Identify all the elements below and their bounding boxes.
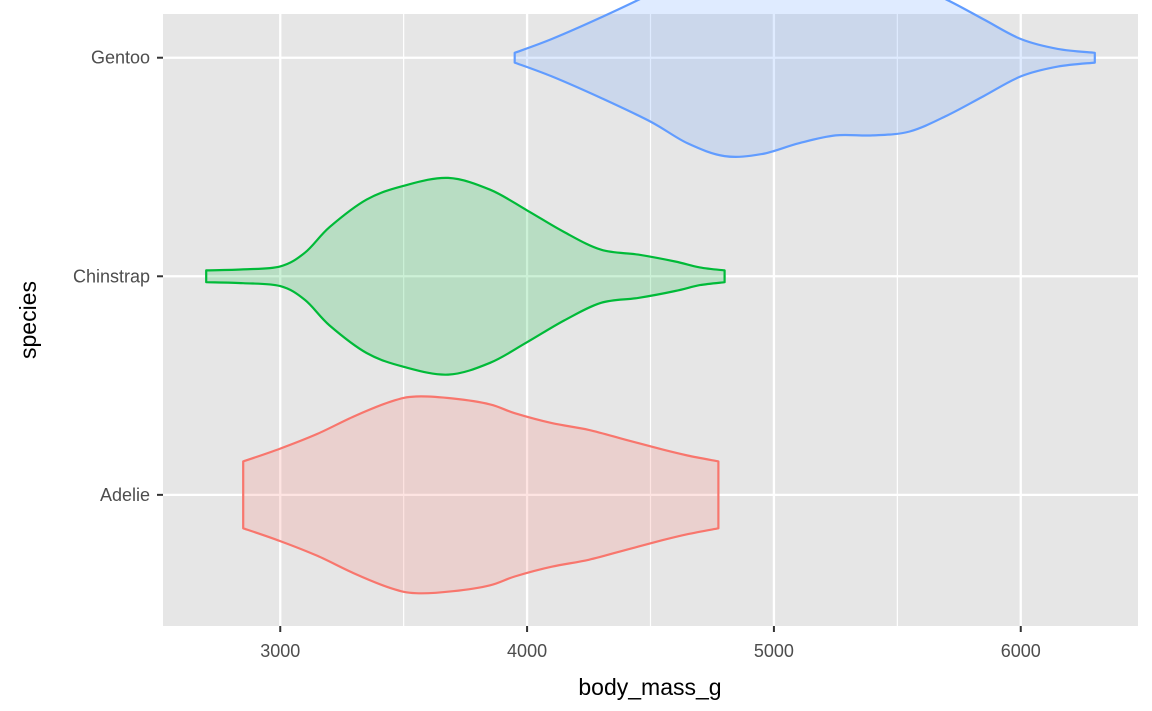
x-tick-label-2: 5000 <box>754 641 794 661</box>
y-tick-label-chinstrap: Chinstrap <box>73 266 150 286</box>
x-tick-label-0: 3000 <box>260 641 300 661</box>
y-tick-label-adelie: Adelie <box>100 485 150 505</box>
violin-adelie <box>242 395 720 595</box>
y-tick-label-gentoo: Gentoo <box>91 48 150 68</box>
violin-chinstrap <box>205 176 726 376</box>
violin-gentoo <box>513 0 1096 158</box>
y-axis-title: species <box>15 281 41 359</box>
x-tick-label-3: 6000 <box>1001 641 1041 661</box>
grid-lines <box>163 14 1138 626</box>
violins <box>205 0 1096 595</box>
x-tick-label-1: 4000 <box>507 641 547 661</box>
x-axis-title: body_mass_g <box>578 674 721 700</box>
axes: 3000 4000 5000 6000 Adelie Chinstrap Gentoo <box>73 48 1041 661</box>
